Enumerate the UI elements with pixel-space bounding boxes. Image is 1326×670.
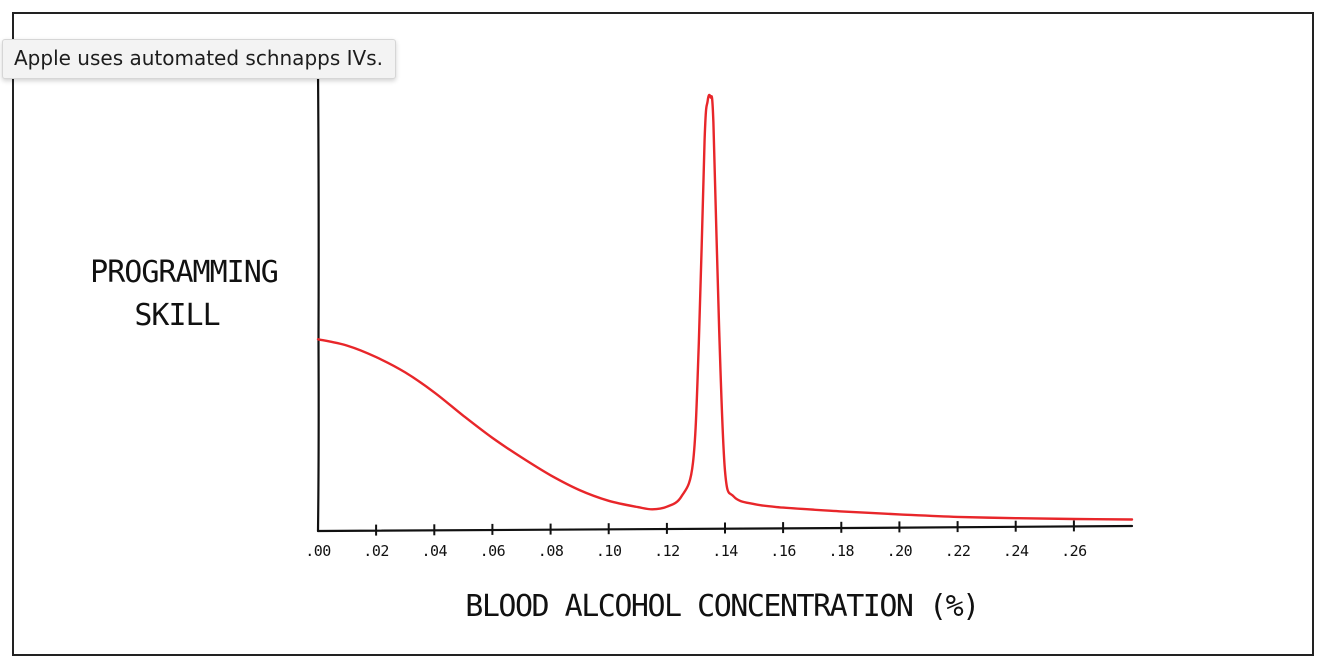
x-tick-label: .04 [422, 542, 448, 560]
x-tick-label: .14 [712, 542, 738, 560]
x-tick-label: .22 [945, 542, 971, 560]
x-tick-label: .20 [887, 542, 913, 560]
axes [316, 68, 1134, 533]
y-axis-label-line-1: PROGRAMMING [90, 255, 278, 290]
x-tick-label: .06 [480, 542, 506, 560]
x-tick-label: .24 [1003, 542, 1029, 560]
x-tick-label: .10 [596, 542, 622, 560]
y-axis [316, 68, 320, 533]
x-tick-label: .12 [654, 542, 680, 560]
tooltip: Apple uses automated schnapps IVs. [2, 39, 396, 79]
x-axis [316, 524, 1134, 533]
x-tick-label: .18 [829, 542, 855, 560]
comic-frame [12, 12, 1314, 656]
x-ticks [375, 520, 1075, 536]
x-tick-label: .26 [1061, 542, 1087, 560]
x-tick-label: .00 [305, 542, 331, 560]
x-tick-labels: .00 .02 .04 .06 .08 .10 .12 .14 .16 .18 .20 .22 .24.… [305, 542, 1087, 560]
x-tick-label: .08 [538, 542, 564, 560]
x-tick-label: .16 [770, 542, 796, 560]
x-tick-label: .02 [363, 542, 389, 560]
series-line [316, 93, 1134, 521]
x-axis-label: BLOOD ALCOHOL CONCENTRATION (%) [465, 589, 978, 624]
y-axis-label-line-2: SKILL [134, 298, 219, 333]
